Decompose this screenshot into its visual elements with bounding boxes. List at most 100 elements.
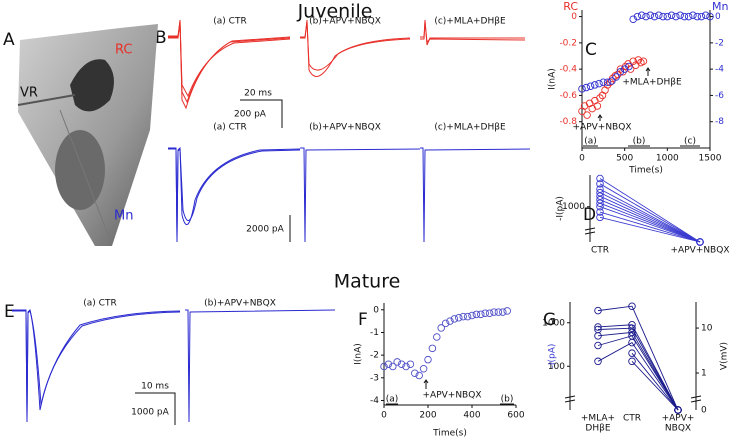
section-title: Juvenile	[297, 1, 373, 23]
data-point	[616, 68, 625, 76]
y-axis-label: -I(pA)	[548, 344, 558, 369]
period-label: (b)	[633, 137, 646, 147]
x-tick-label: 0	[579, 154, 585, 164]
x-tick-label: CTR	[591, 246, 609, 256]
data-point	[596, 185, 604, 193]
series-label: Mn	[712, 0, 728, 13]
axis-break	[690, 395, 702, 399]
y-tick-label: 1000	[562, 202, 585, 212]
data-point	[706, 12, 714, 21]
data-point	[693, 12, 701, 21]
data-point	[674, 406, 682, 414]
trace-label: (a) CTR	[213, 17, 246, 27]
period-label: (c)	[684, 137, 696, 147]
data-point	[402, 362, 410, 371]
data-point	[629, 15, 637, 23]
mature-traces	[12, 309, 336, 423]
data-point	[634, 56, 643, 64]
x-tick-label: DHβE	[585, 424, 610, 434]
series-line	[599, 183, 701, 243]
data-point	[697, 12, 706, 21]
data-point	[625, 62, 633, 71]
x-tick-label: 0	[381, 411, 387, 421]
period-label: (a)	[584, 137, 597, 147]
data-point	[594, 306, 602, 315]
x-tick-label: +APV+NBQX	[671, 246, 730, 256]
period-label: (a)	[386, 395, 399, 405]
y-tick-label: -4	[370, 396, 379, 406]
series-line	[597, 305, 679, 411]
trace-label: (a) CTR	[213, 123, 246, 133]
series-line	[597, 335, 679, 411]
scale-bar	[240, 99, 291, 242]
series-line	[631, 360, 679, 411]
y2-tick-label: -2	[715, 38, 724, 48]
data-point	[481, 309, 489, 317]
trace-label: (c)+MLA+DHβE	[434, 123, 506, 133]
panel-letter: G	[543, 310, 556, 330]
data-point	[595, 79, 603, 88]
scale-label: 1000 pA	[131, 408, 169, 418]
data-point	[599, 78, 608, 87]
data-point	[689, 11, 697, 20]
data-point	[596, 174, 604, 183]
data-point	[594, 323, 602, 331]
data-point	[596, 180, 604, 188]
x-tick-label: 1000	[656, 154, 679, 164]
series-line	[597, 331, 679, 411]
series-line	[597, 327, 679, 411]
y-tick-label: -2	[370, 351, 379, 361]
data-point	[612, 73, 620, 81]
data-point	[642, 12, 650, 21]
panel-letter: A	[3, 30, 15, 50]
annotation-arrow	[423, 379, 429, 384]
x-tick-label: 400	[463, 411, 480, 421]
series-line	[599, 206, 701, 243]
y-tick-label: 0	[373, 305, 379, 315]
trace-label: (a) CTR	[83, 299, 116, 309]
x-tick-label: NBQX	[665, 424, 691, 434]
mn-traces	[168, 146, 531, 243]
data-point	[596, 94, 604, 102]
data-point	[628, 338, 636, 347]
annotation: +MLA+DHβE	[622, 78, 682, 88]
scale-label: 20 ms	[244, 89, 272, 99]
data-point	[672, 12, 680, 21]
data-point	[411, 369, 419, 378]
data-point	[437, 324, 445, 332]
data-point	[628, 349, 636, 357]
scale-label: 200 pA	[234, 110, 267, 120]
y2-tick-label: 0	[715, 12, 721, 22]
scale-label: 2000 pA	[246, 225, 284, 235]
y2-tick-label: 0	[701, 406, 707, 416]
annotation-arrow	[645, 67, 651, 72]
y-tick-label: 100	[548, 362, 565, 372]
series-line	[599, 178, 701, 243]
data-point	[455, 313, 463, 322]
data-point	[499, 308, 507, 316]
data-point	[633, 12, 642, 21]
data-point	[406, 360, 415, 368]
data-point	[655, 11, 663, 20]
data-point	[596, 199, 604, 207]
trace-label: (c)+MLA+DHβE	[434, 17, 506, 27]
data-point	[419, 364, 428, 373]
data-point	[446, 317, 454, 325]
y-tick-label: 1000	[542, 318, 565, 328]
series-line	[631, 352, 679, 411]
y-axis-label: I(nA)	[354, 343, 364, 365]
data-point	[582, 83, 591, 92]
y-axis-label: I(nA)	[548, 68, 558, 90]
x-axis-label: Time(s)	[628, 166, 663, 176]
axis-break	[584, 227, 596, 231]
series-line	[599, 195, 701, 243]
data-point	[459, 312, 467, 321]
data-point	[586, 82, 595, 90]
data-point	[485, 309, 494, 317]
y-axis-label: -I(pA)	[556, 196, 566, 221]
annotation-arrow	[597, 114, 603, 119]
data-point	[494, 308, 503, 316]
data-point	[468, 311, 476, 320]
data-point	[603, 81, 612, 89]
